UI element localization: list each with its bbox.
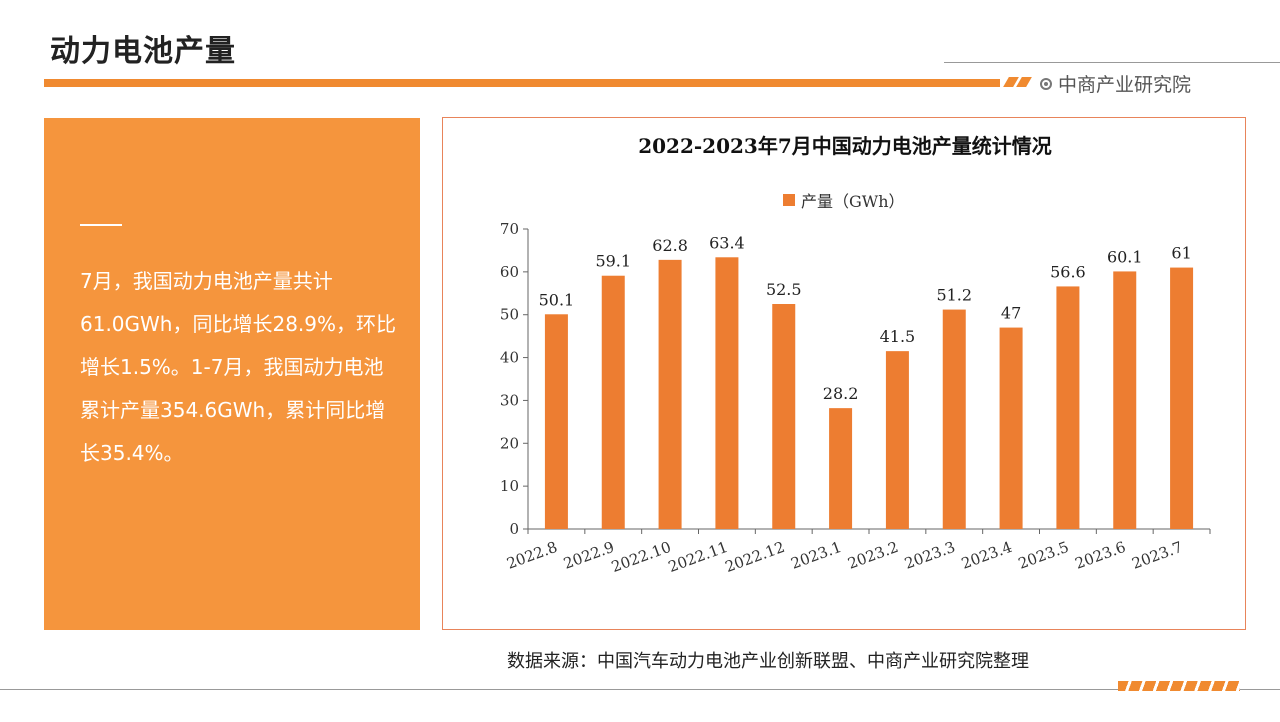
y-tick-label: 60 <box>500 263 519 281</box>
x-tick-label: 2023.2 <box>845 538 900 573</box>
footer-stripe-decoration <box>1118 681 1240 691</box>
y-tick-label: 70 <box>500 220 519 238</box>
y-tick-label: 20 <box>500 434 519 452</box>
legend-label: 产量（GWh） <box>801 192 905 211</box>
data-label: 62.8 <box>652 236 688 255</box>
y-tick-label: 0 <box>509 520 519 538</box>
data-label: 61 <box>1171 244 1191 263</box>
data-label: 47 <box>1001 304 1021 323</box>
x-tick-label: 2023.3 <box>902 538 957 573</box>
chart-title: 2022-2023年7月中国动力电池产量统计情况 <box>638 134 1052 158</box>
y-tick-label: 30 <box>500 391 519 409</box>
bar <box>601 275 625 529</box>
x-tick-label: 2022.8 <box>504 538 559 573</box>
data-label: 51.2 <box>936 286 972 305</box>
bar <box>544 314 568 529</box>
x-tick-label: 2022.12 <box>723 538 787 576</box>
data-label: 59.1 <box>595 252 631 271</box>
x-tick-label: 2022.10 <box>609 538 673 576</box>
data-label: 28.2 <box>823 384 859 403</box>
x-tick-label: 2023.5 <box>1016 538 1071 573</box>
page-title: 动力电池产量 <box>50 34 236 69</box>
summary-text: 7月，我国动力电池产量共计61.0GWh，同比增长28.9%，环比增长1.5%。… <box>80 269 397 465</box>
y-tick-label: 50 <box>500 306 519 324</box>
target-icon <box>1040 77 1052 90</box>
y-tick-label: 40 <box>500 349 519 367</box>
data-label: 63.4 <box>709 233 745 252</box>
data-source: 数据来源：中国汽车动力电池产业创新联盟、中商产业研究院整理 <box>507 651 1029 672</box>
bar <box>772 304 796 529</box>
data-label: 52.5 <box>766 280 802 299</box>
x-tick-label: 2022.9 <box>561 538 616 573</box>
bar <box>715 257 739 529</box>
data-label: 41.5 <box>880 327 916 346</box>
x-tick-label: 2023.4 <box>959 538 1014 573</box>
bar <box>1056 286 1080 529</box>
data-label: 56.6 <box>1050 262 1086 281</box>
header-slash-decoration <box>1016 77 1032 87</box>
x-tick-label: 2022.11 <box>666 538 730 576</box>
bar <box>999 327 1023 529</box>
bar <box>1170 267 1194 529</box>
data-label: 50.1 <box>539 290 575 309</box>
summary-divider <box>80 224 122 226</box>
bar <box>942 309 966 529</box>
bar <box>658 259 682 529</box>
bar <box>1113 271 1137 529</box>
footer-divider <box>0 689 1280 690</box>
header-accent-bar <box>44 79 1000 87</box>
bar-chart: 0 10 20 30 40 50 60 70 50.1 2022.8 59.1 2022.9 62.8 2… <box>500 220 1211 576</box>
chart-legend: 产量（GWh） <box>783 188 905 212</box>
data-label: 60.1 <box>1107 247 1143 266</box>
x-tick-label: 2023.1 <box>788 538 843 573</box>
chart-container: 2022-2023年7月中国动力电池产量统计情况 产量（GWh） 0 10 20 30… <box>442 117 1246 630</box>
legend-swatch <box>783 194 795 206</box>
header-divider <box>944 62 1280 63</box>
bar <box>885 351 909 529</box>
x-tick-label: 2023.7 <box>1129 538 1184 573</box>
summary-panel: 7月，我国动力电池产量共计61.0GWh，同比增长28.9%，环比增长1.5%。… <box>44 118 420 630</box>
brand: 中商产业研究院 <box>1040 70 1191 97</box>
brand-name: 中商产业研究院 <box>1058 74 1192 96</box>
bar <box>829 408 853 529</box>
y-tick-label: 10 <box>500 477 519 495</box>
x-tick-label: 2023.6 <box>1073 538 1128 573</box>
